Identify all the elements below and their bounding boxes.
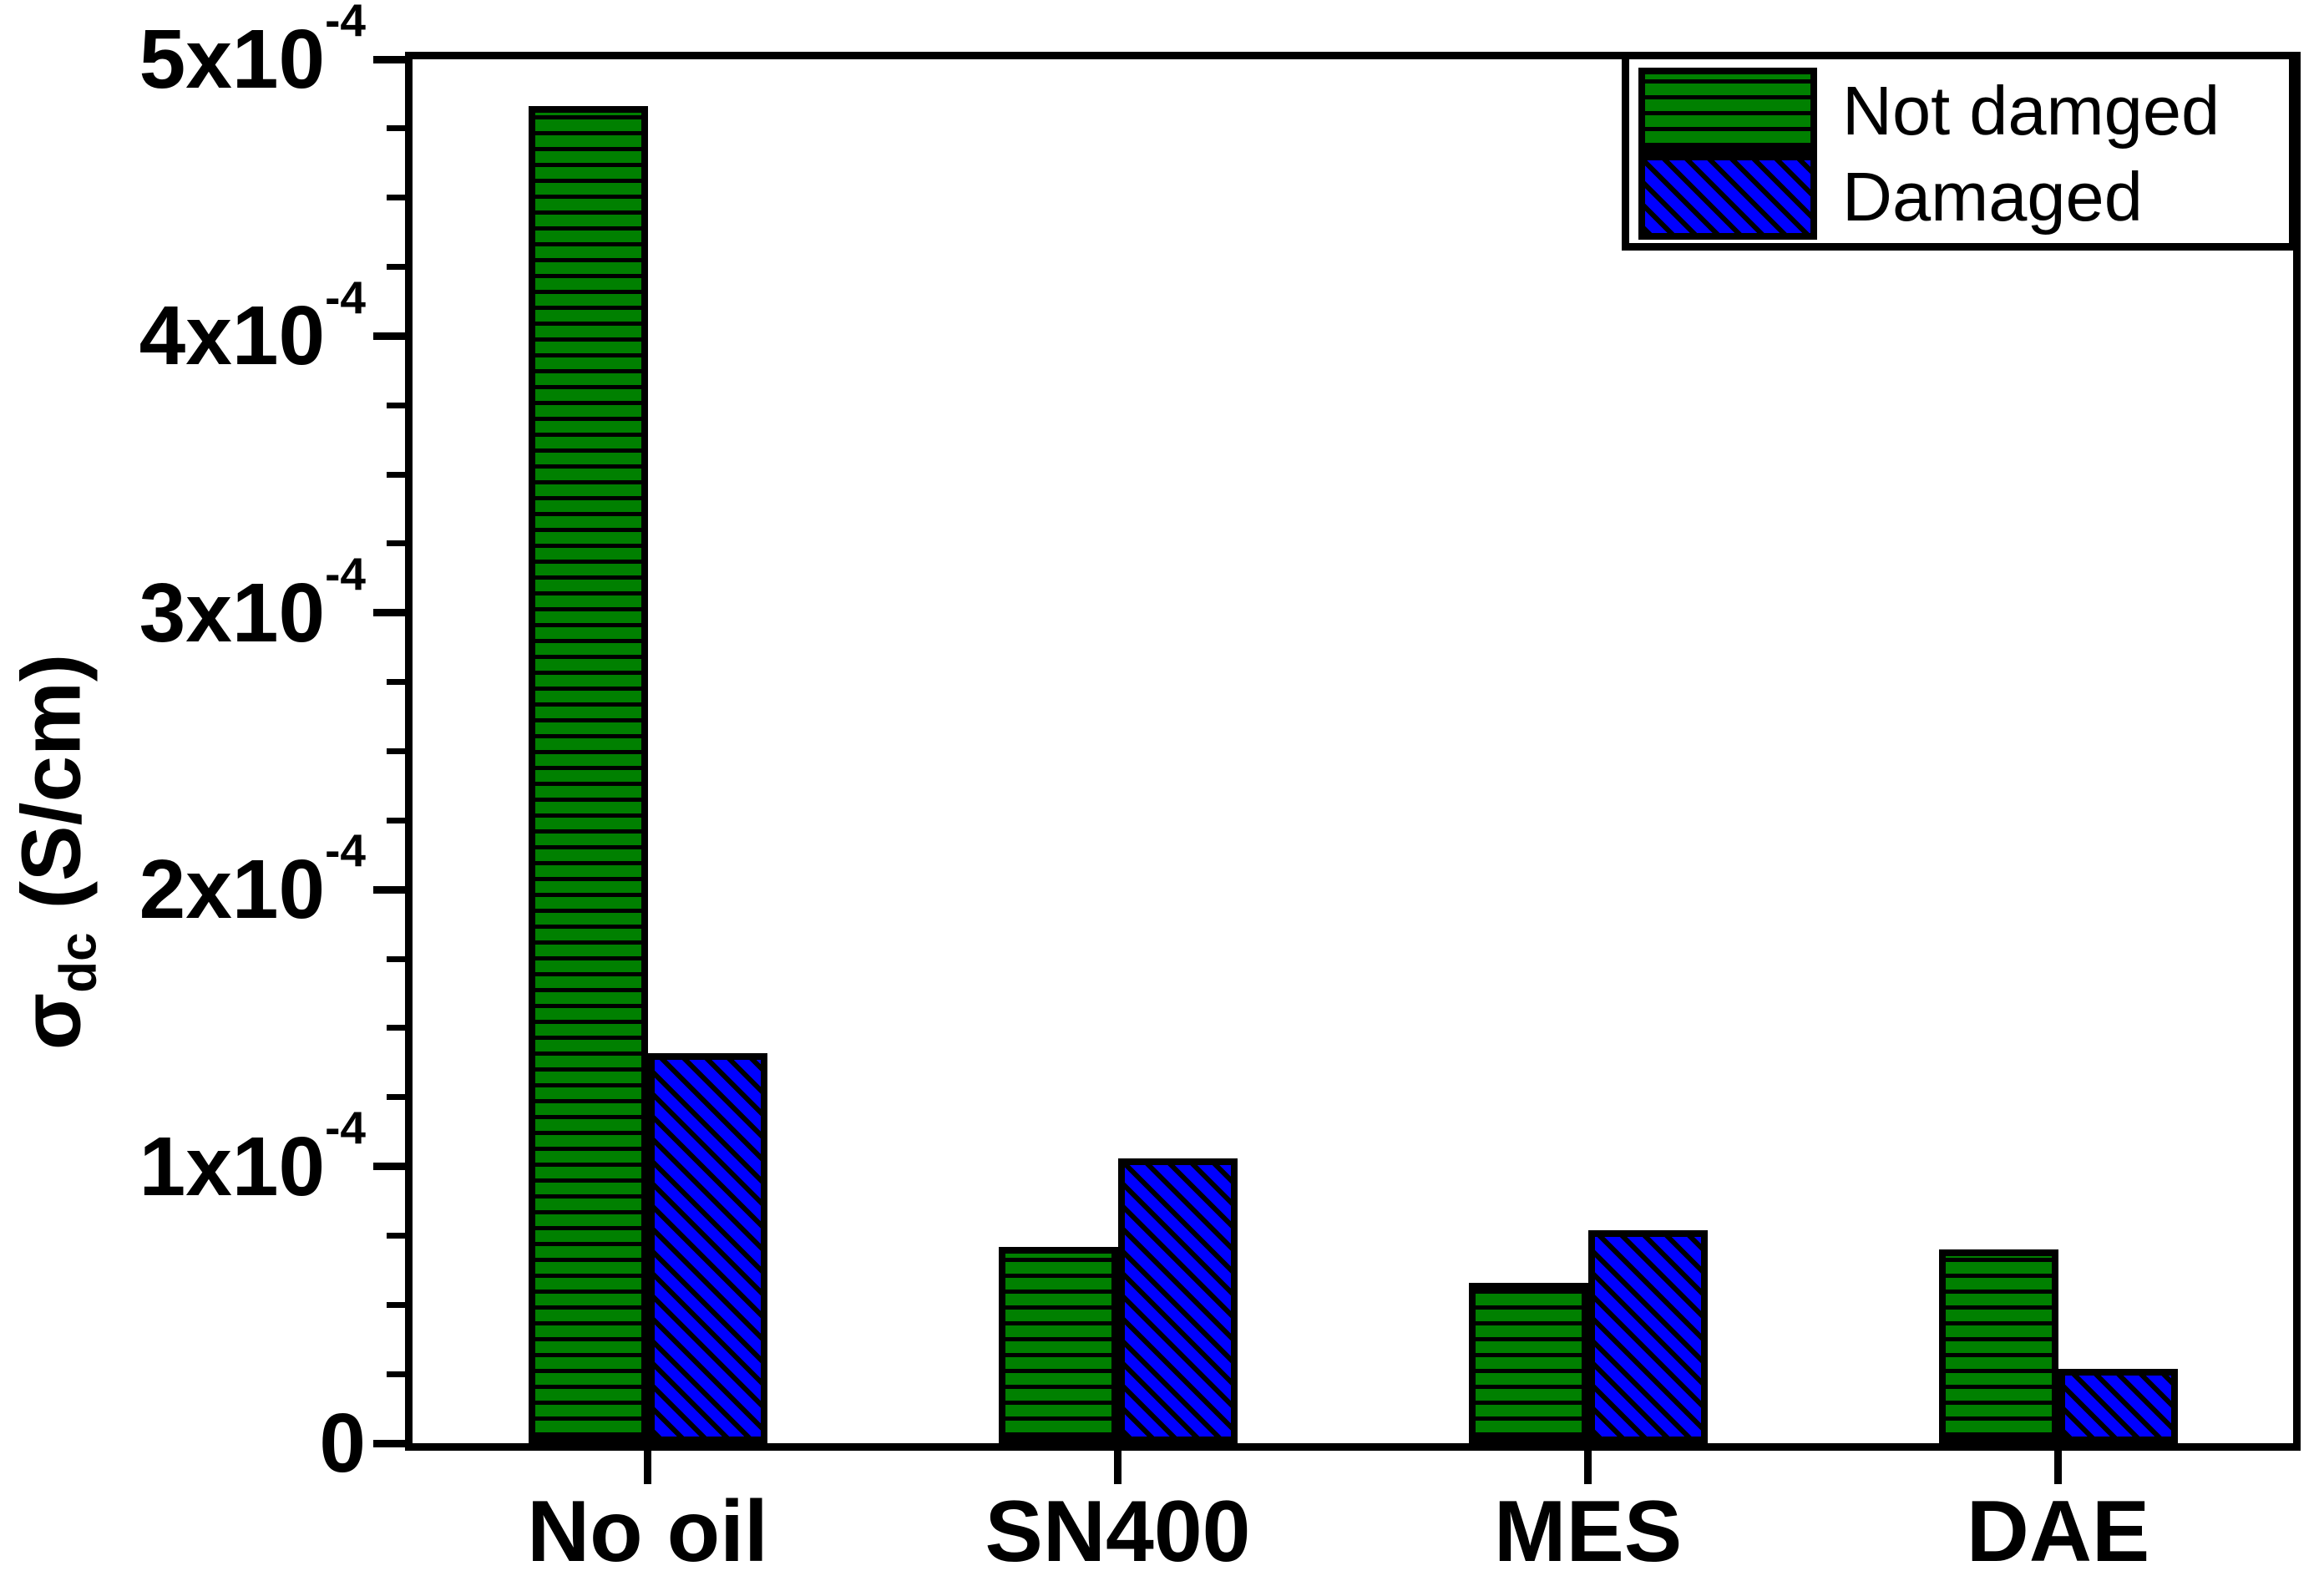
x-tick-label-sn400: SN400: [985, 1483, 1251, 1576]
legend-swatch-damaged: [1638, 154, 1817, 240]
y-major-tick: [373, 1163, 408, 1171]
y-minor-tick: [387, 540, 408, 547]
bar-sn400-not-damged: [998, 1246, 1118, 1443]
bar-mes-damaged: [1587, 1229, 1708, 1443]
legend-swatch-not-damged: [1638, 68, 1817, 154]
y-minor-tick: [387, 402, 408, 408]
y-minor-tick: [387, 955, 408, 962]
y-minor-tick: [387, 817, 408, 823]
x-tick-label-mes: MES: [1493, 1483, 1683, 1576]
y-minor-tick: [387, 264, 408, 271]
y-axis-title-subscript: dc: [49, 932, 108, 993]
legend-item-damaged: Damaged: [1638, 154, 2289, 240]
y-minor-tick: [387, 1025, 408, 1031]
bar-no-oil-damaged: [647, 1052, 767, 1443]
y-minor-tick: [387, 1094, 408, 1101]
x-major-tick-no-oil: [644, 1451, 651, 1484]
legend-label-not-damged: Not damged: [1842, 72, 2220, 149]
bar-dae-damaged: [2058, 1368, 2178, 1443]
x-major-tick-sn400: [1114, 1451, 1121, 1484]
y-minor-tick: [387, 1232, 408, 1239]
legend: Not damged Damaged: [1622, 52, 2296, 251]
y-axis-title: σdc (S/cm): [4, 653, 108, 1051]
y-minor-tick: [387, 1301, 408, 1308]
y-tick-label: 0: [319, 1396, 366, 1490]
y-minor-tick: [387, 471, 408, 478]
y-minor-tick: [387, 125, 408, 132]
y-tick-label: 5x10-4: [139, 0, 366, 106]
y-minor-tick: [387, 1371, 408, 1377]
y-tick-label: 2x10-4: [139, 824, 366, 937]
y-minor-tick: [387, 679, 408, 686]
legend-item-not-damged: Not damged: [1638, 68, 2289, 154]
legend-label-damaged: Damaged: [1842, 158, 2143, 236]
y-tick-label: 1x10-4: [139, 1101, 366, 1214]
y-tick-label: 4x10-4: [139, 271, 366, 383]
y-minor-tick: [387, 748, 408, 754]
bar-sn400-damaged: [1117, 1158, 1238, 1443]
x-tick-label-dae: DAE: [1966, 1483, 2150, 1576]
y-major-tick: [373, 1439, 408, 1447]
y-axis-title-units: (S/cm): [4, 653, 99, 910]
y-major-tick: [373, 332, 408, 340]
y-axis-title-sigma: σ: [4, 992, 99, 1051]
bar-dae-not-damged: [1938, 1249, 2058, 1443]
y-minor-tick: [387, 195, 408, 201]
y-major-tick: [373, 609, 408, 617]
y-tick-label: 3x10-4: [139, 547, 366, 660]
x-tick-label-no-oil: No oil: [527, 1483, 768, 1576]
x-major-tick-mes: [1584, 1451, 1592, 1484]
y-major-tick: [373, 55, 408, 63]
bar-mes-not-damged: [1468, 1282, 1588, 1443]
bar-no-oil-not-damged: [528, 106, 648, 1443]
x-major-tick-dae: [2054, 1451, 2062, 1484]
y-major-tick: [373, 885, 408, 894]
